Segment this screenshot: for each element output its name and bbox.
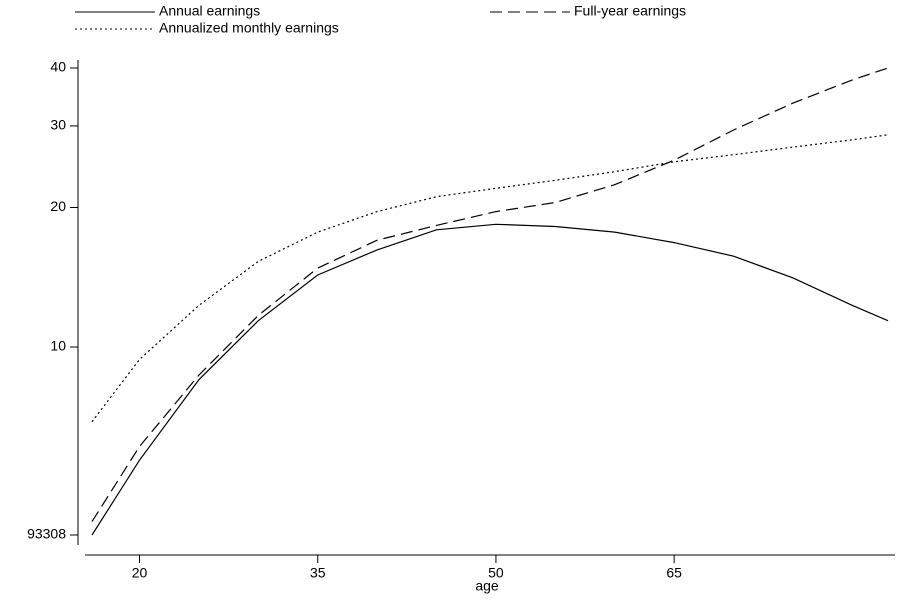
x-axis-label: age bbox=[475, 578, 499, 594]
x-tick-label: 65 bbox=[666, 565, 682, 581]
x-tick-label: 50 bbox=[488, 565, 504, 581]
series-line bbox=[91, 67, 889, 522]
x-tick-label: 35 bbox=[310, 565, 326, 581]
legend-label: Annual earnings bbox=[159, 3, 260, 19]
series-line bbox=[91, 134, 889, 423]
y-tick-label: 40 bbox=[50, 59, 66, 75]
legend-label: Annualized monthly earnings bbox=[159, 20, 339, 36]
y-tick-label: 93308 bbox=[27, 526, 66, 542]
series-line bbox=[91, 223, 889, 536]
y-tick-label: 30 bbox=[50, 117, 66, 133]
legend-label: Full-year earnings bbox=[574, 3, 686, 19]
y-tick-label: 20 bbox=[50, 198, 66, 214]
y-tick-label: 10 bbox=[50, 338, 66, 354]
x-tick-label: 20 bbox=[132, 565, 148, 581]
